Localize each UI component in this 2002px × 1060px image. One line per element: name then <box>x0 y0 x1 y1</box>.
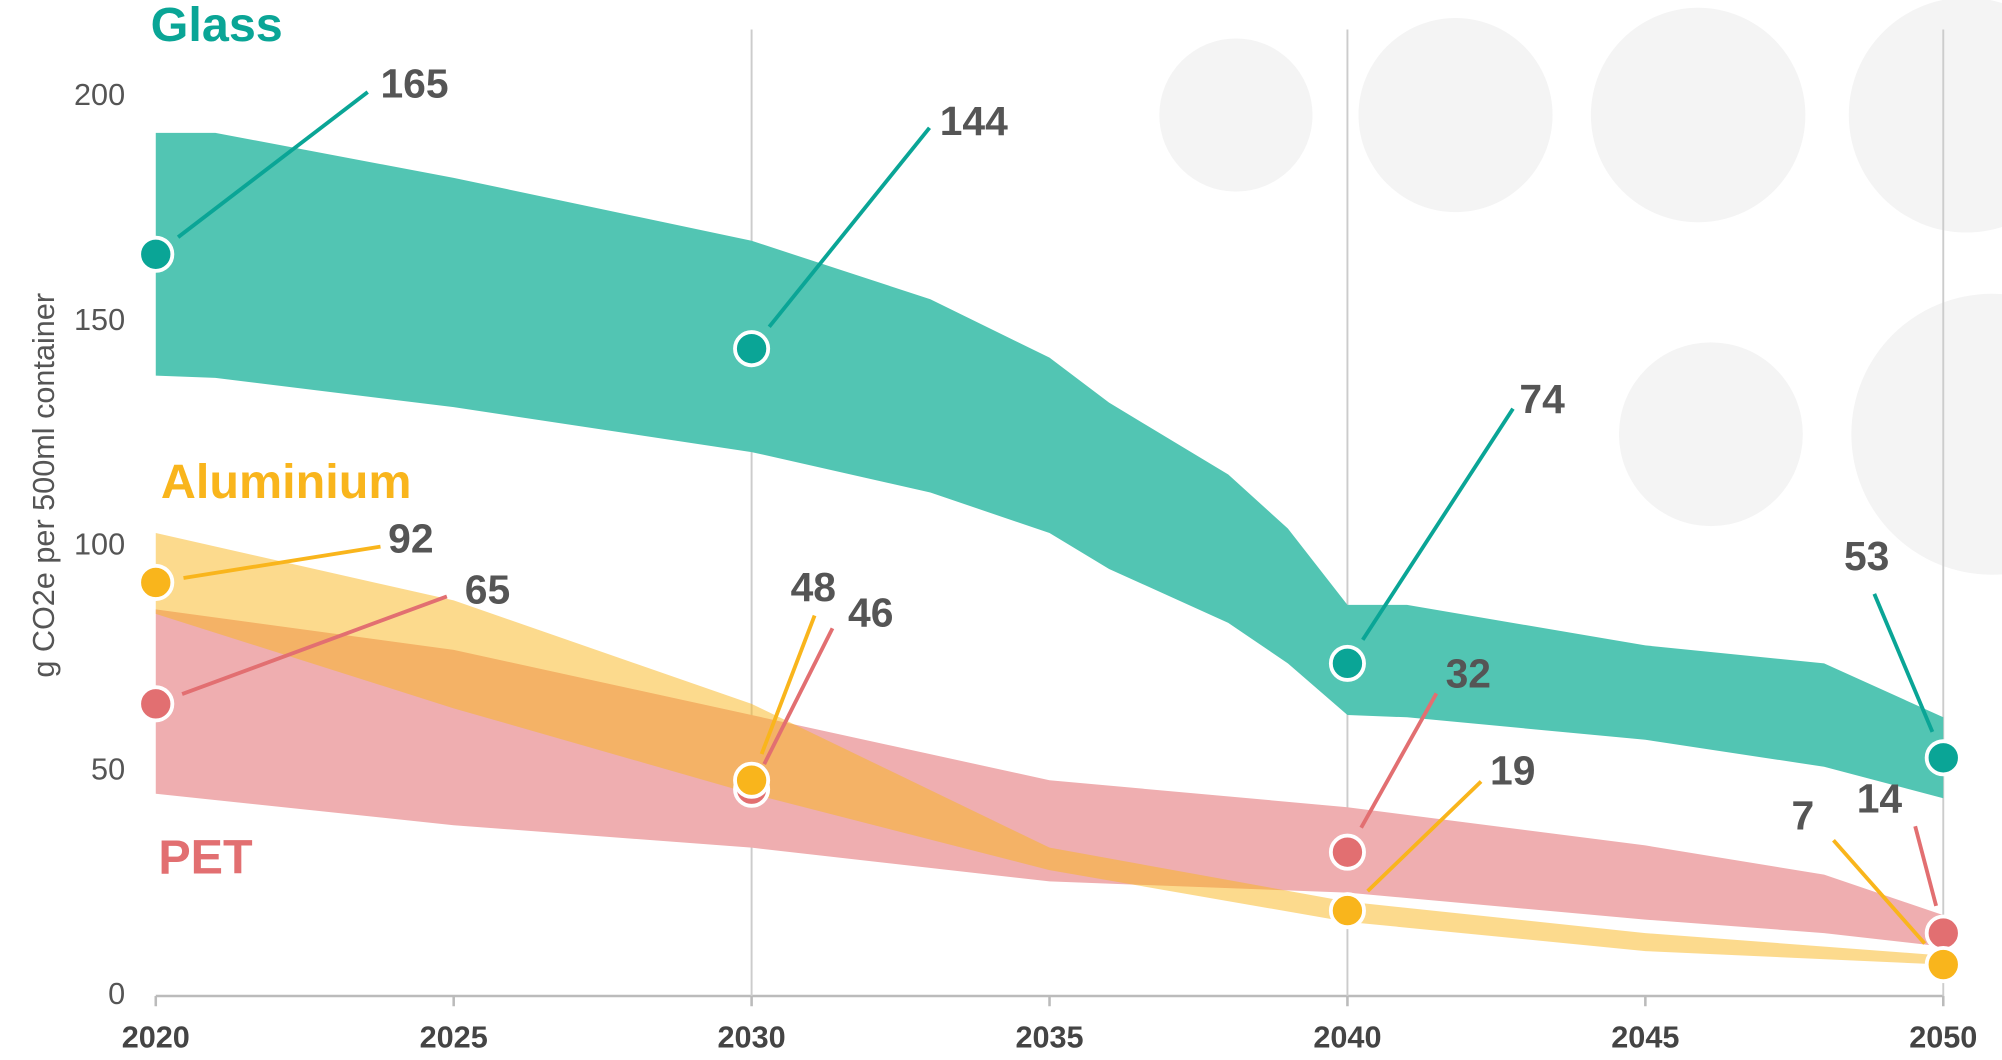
point-marker <box>137 563 175 601</box>
series-label: Glass <box>151 0 283 52</box>
point-marker <box>1328 892 1366 930</box>
value-label: 14 <box>1857 776 1903 822</box>
leader-line <box>181 594 448 696</box>
range-band <box>155 532 1944 965</box>
value-label: 74 <box>1519 376 1565 422</box>
series-label: PET <box>158 831 253 885</box>
point-marker <box>1924 914 1962 952</box>
background-decoration <box>1159 0 2002 575</box>
value-label: 46 <box>848 589 893 635</box>
x-tick-label: 2045 <box>1611 1021 1679 1055</box>
point-marker <box>1924 739 1962 777</box>
point-marker <box>733 761 771 799</box>
y-tick-label: 150 <box>74 303 125 337</box>
value-label: 53 <box>1844 533 1889 579</box>
value-label: 7 <box>1791 792 1814 838</box>
value-label: 144 <box>940 98 1008 144</box>
value-label: 92 <box>388 515 433 561</box>
leader-line <box>767 126 931 329</box>
range-band <box>155 132 1944 799</box>
x-tick-label: 2050 <box>1909 1021 1977 1055</box>
point-marker <box>1328 833 1366 871</box>
point-marker <box>733 330 771 368</box>
y-tick-label: 200 <box>74 78 125 112</box>
leader-line <box>1361 407 1515 641</box>
leader-line <box>1913 825 1938 907</box>
point-marker <box>137 685 175 723</box>
x-tick-label: 2035 <box>1015 1021 1083 1055</box>
leader-line <box>1872 593 1935 733</box>
x-tick-label: 2040 <box>1313 1021 1381 1055</box>
leader-line <box>176 90 369 239</box>
y-tick-label: 50 <box>91 752 125 786</box>
leader-line <box>759 614 817 755</box>
value-label: 65 <box>465 566 510 612</box>
series-label: Aluminium <box>161 455 412 509</box>
leader-line <box>1832 838 1927 945</box>
y-tick-label: 0 <box>108 977 125 1011</box>
point-marker <box>1924 946 1962 984</box>
point-marker <box>1328 644 1366 682</box>
x-tick-label: 2030 <box>718 1021 786 1055</box>
leader-line <box>183 544 381 580</box>
leader-line <box>1366 780 1483 893</box>
x-tick-label: 2020 <box>122 1021 190 1055</box>
leader-line <box>1359 692 1439 829</box>
value-label: 165 <box>380 61 448 107</box>
leader-line <box>762 627 835 765</box>
value-label: 32 <box>1446 651 1491 697</box>
x-tick-label: 2025 <box>420 1021 488 1055</box>
point-marker <box>137 235 175 273</box>
value-label: 48 <box>791 564 836 610</box>
y-axis-label: g CO2e per 500ml container <box>27 293 61 678</box>
value-label: 19 <box>1490 748 1535 794</box>
y-tick-label: 100 <box>74 528 125 562</box>
